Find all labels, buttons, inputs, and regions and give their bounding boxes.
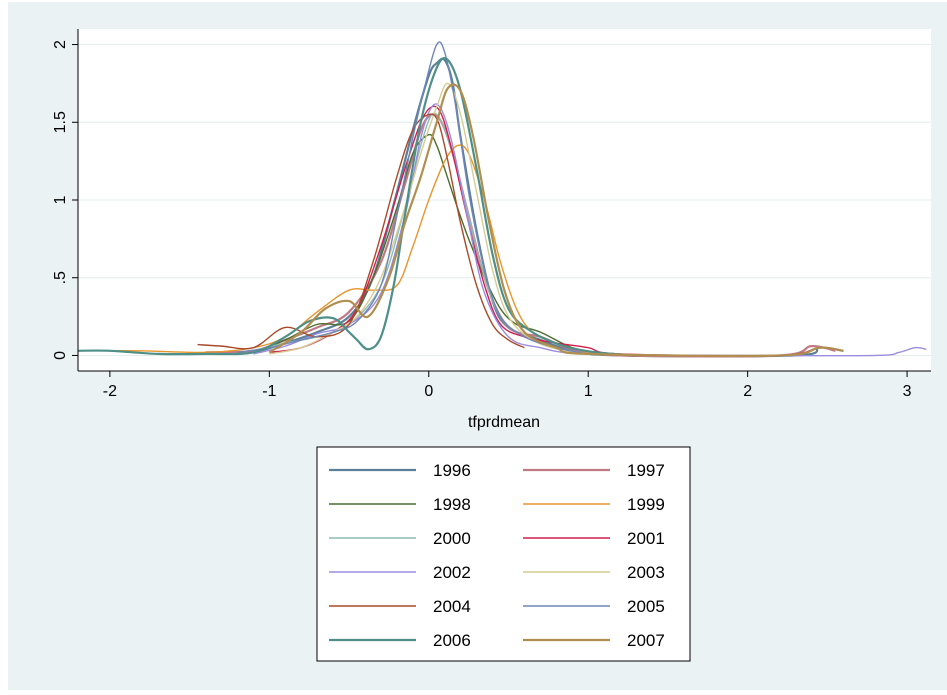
gridlines [78,44,931,356]
legend-label-1997: 1997 [627,461,665,480]
x-axis-label: tfprdmean [468,414,540,431]
y-tick-label: 1.5 [52,111,69,133]
series-line-2006 [77,57,637,357]
y-tick-label: .5 [52,271,69,284]
legend: 1996 1997 1998 1999 2000 2001 2002 2003 2004 2005… [316,446,691,662]
x-tick-label: -1 [262,383,276,400]
x-tick-label: 3 [903,383,912,400]
x-tick-label: -2 [103,383,117,400]
legend-label-1999: 1999 [627,495,665,514]
legend-label-2003: 2003 [627,563,665,582]
legend-label-2004: 2004 [433,597,471,616]
x-tick-label: 1 [584,383,593,400]
legend-label-2000: 2000 [433,529,471,548]
series-line-2005 [237,41,589,355]
legend-label-1996: 1996 [433,461,471,480]
legend-box [316,446,691,662]
legend-label-2002: 2002 [433,563,471,582]
legend-label-1998: 1998 [433,495,471,514]
x-tick-label: 2 [743,383,752,400]
y-tick-label: 2 [52,40,69,49]
legend-label-2006: 2006 [433,631,471,650]
legend-label-2007: 2007 [627,631,665,650]
series-lines [77,41,927,358]
x-tick-label: 0 [424,383,433,400]
series-line-1999 [93,144,589,354]
series-line-2007 [268,83,844,357]
legend-label-2005: 2005 [627,597,665,616]
axes: -2 -1 0 1 2 3 0 .5 1 1.5 2 [52,29,931,400]
series-line-2004 [197,113,525,350]
y-tick-label: 1 [52,195,69,204]
legend-label-2001: 2001 [627,529,665,548]
series-line-2003 [269,82,597,355]
y-tick-label: 0 [52,351,69,360]
